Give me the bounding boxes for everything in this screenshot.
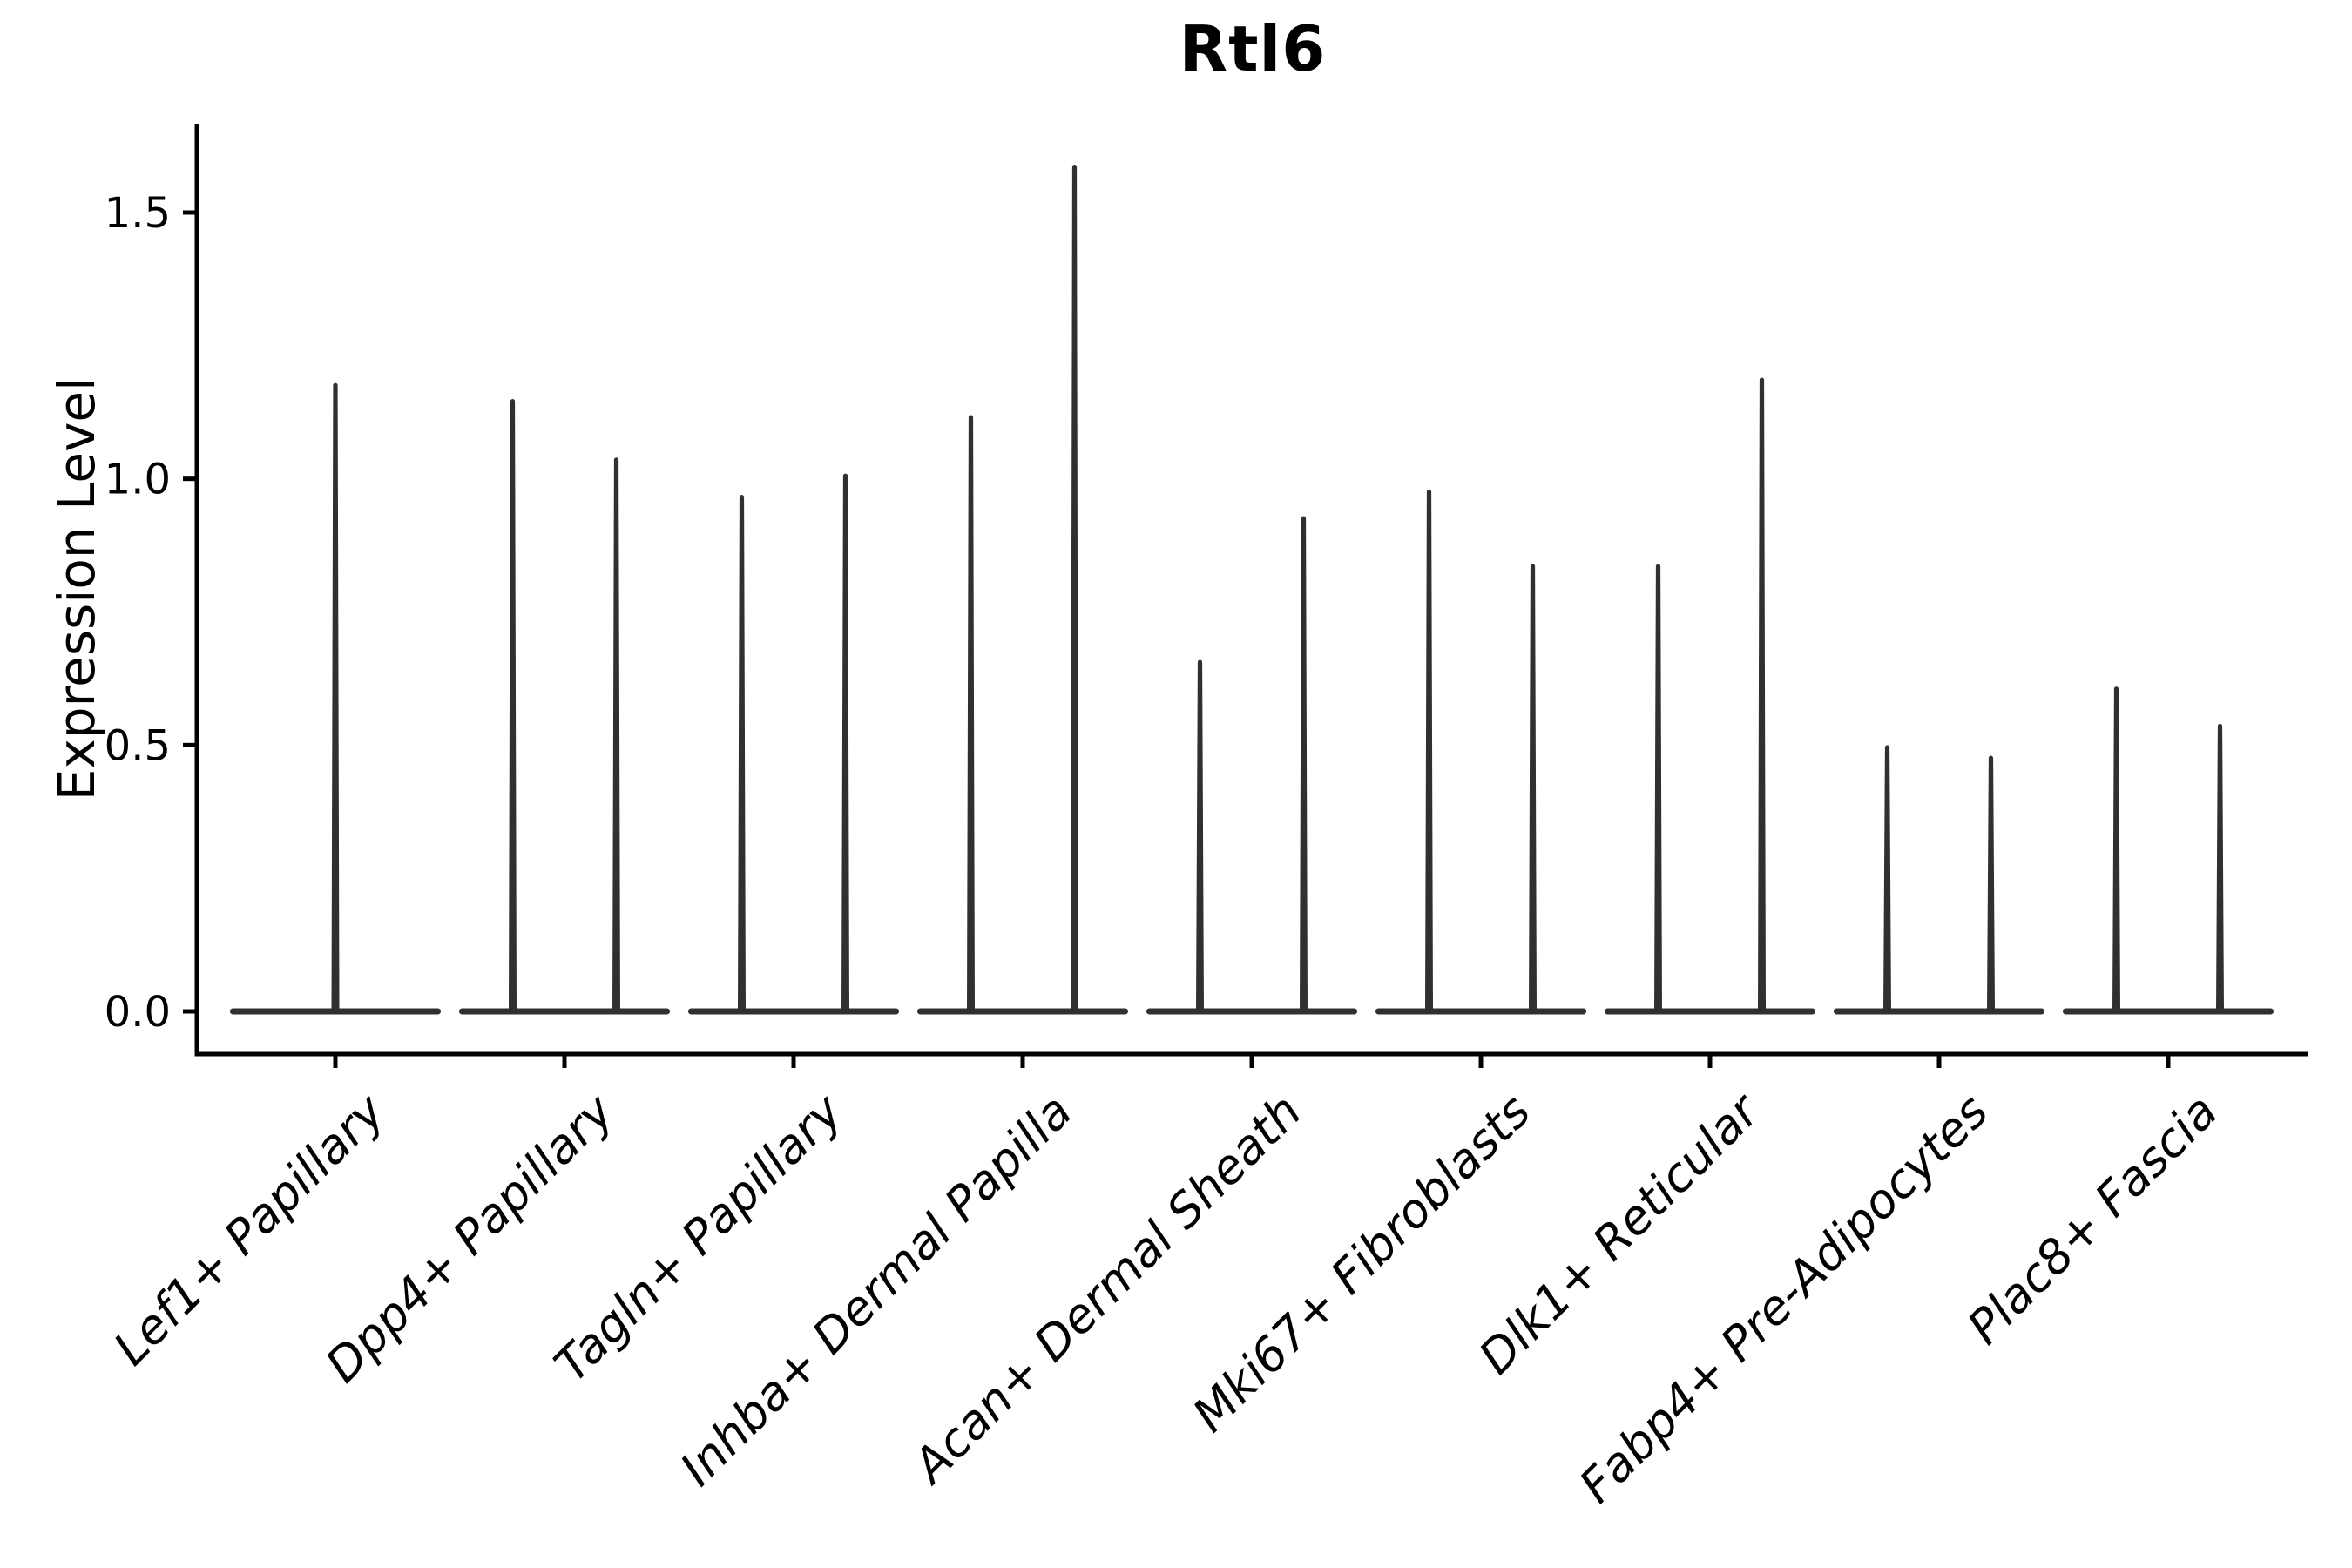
violin-spike	[2112, 686, 2120, 1011]
chart-title: Rtl6	[1179, 12, 1327, 85]
violin-spike	[738, 495, 746, 1011]
violin-body	[688, 1008, 899, 1015]
y-tick-label: 0.5	[105, 721, 171, 770]
y-tick-label: 1.5	[105, 189, 171, 238]
violin-spike	[1758, 377, 1766, 1011]
violin-spike	[1300, 516, 1308, 1011]
violin-spike	[841, 473, 849, 1011]
violin-spike	[331, 382, 340, 1011]
violin-spike	[509, 398, 517, 1011]
violin-body	[1146, 1008, 1357, 1015]
y-tick-label: 1.0	[105, 456, 171, 504]
y-tick-label: 0.0	[105, 988, 171, 1037]
violin-spike	[1196, 659, 1204, 1011]
violin-body	[1605, 1008, 1815, 1015]
violin-spike	[1529, 564, 1537, 1011]
violin-body	[1375, 1008, 1586, 1015]
violin-spike	[1654, 564, 1662, 1011]
violin-body	[917, 1008, 1128, 1015]
violin-spike	[967, 415, 975, 1012]
violin-spike	[612, 457, 620, 1011]
violin-body	[2063, 1008, 2274, 1015]
violin-spike	[1071, 164, 1078, 1012]
violin-spike	[1883, 745, 1891, 1011]
violin-spike	[1425, 489, 1433, 1011]
violin-body	[1834, 1008, 2044, 1015]
violin-spike	[1987, 755, 1995, 1011]
violin-body	[459, 1008, 670, 1015]
violin-spike	[2216, 723, 2224, 1011]
